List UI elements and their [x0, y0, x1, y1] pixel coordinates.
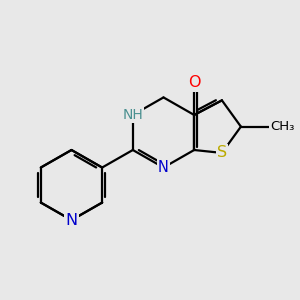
Text: CH₃: CH₃ [270, 120, 295, 133]
Text: N: N [65, 213, 77, 228]
Text: O: O [188, 75, 200, 90]
Text: N: N [158, 160, 169, 175]
Text: NH: NH [122, 108, 143, 122]
Text: S: S [217, 146, 227, 160]
